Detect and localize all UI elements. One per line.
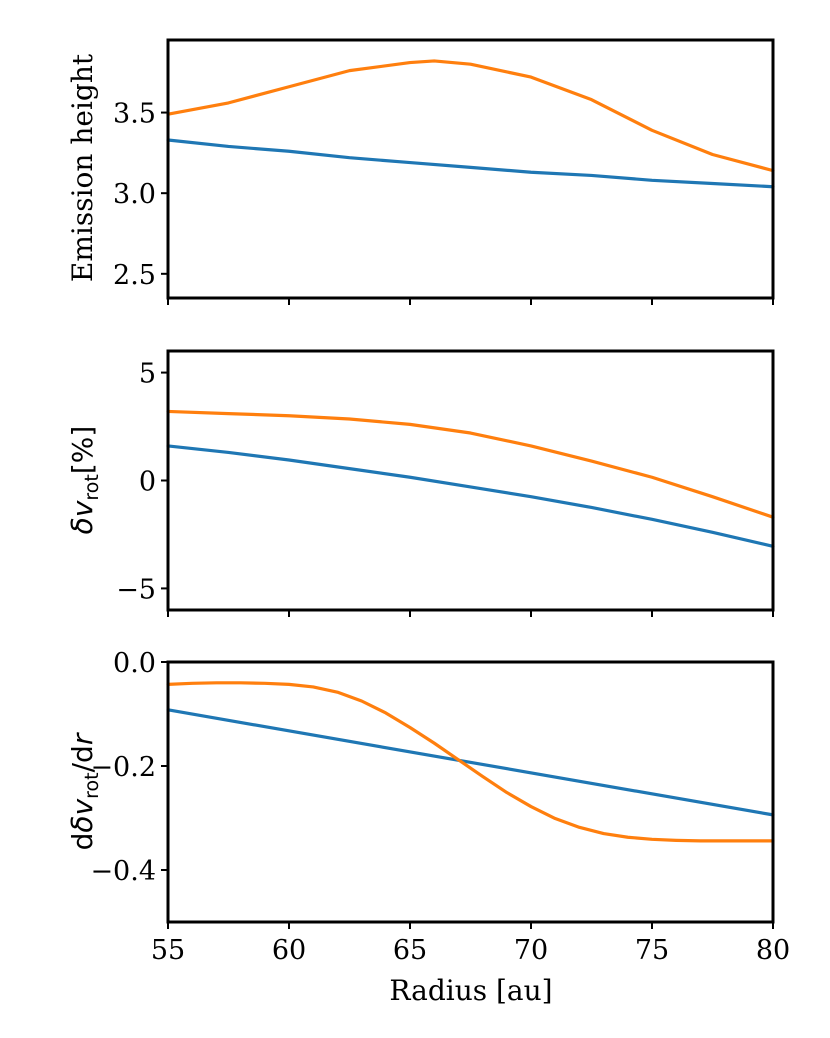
xlabel-radius: Radius [au]	[389, 974, 552, 1007]
y-tick-label: 5	[139, 359, 156, 390]
y-tick-label: 3.5	[113, 99, 156, 130]
panel-delta-v-rot: −5 0 5	[116, 349, 775, 617]
y-tick-label: −0.4	[90, 856, 156, 887]
x-tick-label: 55	[151, 935, 185, 966]
series-line-orange	[166, 681, 775, 843]
y-tick-label: 0.0	[113, 648, 156, 679]
y-tick-label: −0.2	[90, 752, 156, 783]
x-tick-label: 75	[635, 935, 669, 966]
plot-frame	[166, 38, 775, 300]
panel-emission-height: 2.5 3.0 3.5	[113, 38, 775, 305]
y-tick-label: 3.0	[113, 179, 156, 210]
plot-frame	[166, 349, 775, 612]
x-tick-label: 80	[756, 935, 790, 966]
series-line-orange	[166, 409, 775, 519]
y-tick-label: 0	[139, 467, 156, 498]
y-tick-label: −5	[116, 574, 156, 605]
panel-d-delta-v-rot-dr: 55 60 65 70 75 80 −0.4 −0.2 0.0	[90, 648, 790, 966]
series-line-blue	[166, 708, 775, 817]
x-tick-label: 65	[393, 935, 427, 966]
ylabel-delta-v-rot: δvrot[%]	[66, 426, 103, 535]
series-line-orange	[166, 59, 775, 173]
ylabel-d-delta-v-rot-dr: dδvrot/dr	[66, 732, 103, 850]
y-tick-label: 2.5	[113, 260, 156, 291]
plot-frame	[166, 660, 775, 924]
ylabel-emission-height: Emission height	[66, 53, 99, 282]
series-line-blue	[166, 138, 775, 189]
series-line-blue	[166, 444, 775, 548]
x-tick-label: 60	[272, 935, 306, 966]
x-tick-label: 70	[514, 935, 548, 966]
